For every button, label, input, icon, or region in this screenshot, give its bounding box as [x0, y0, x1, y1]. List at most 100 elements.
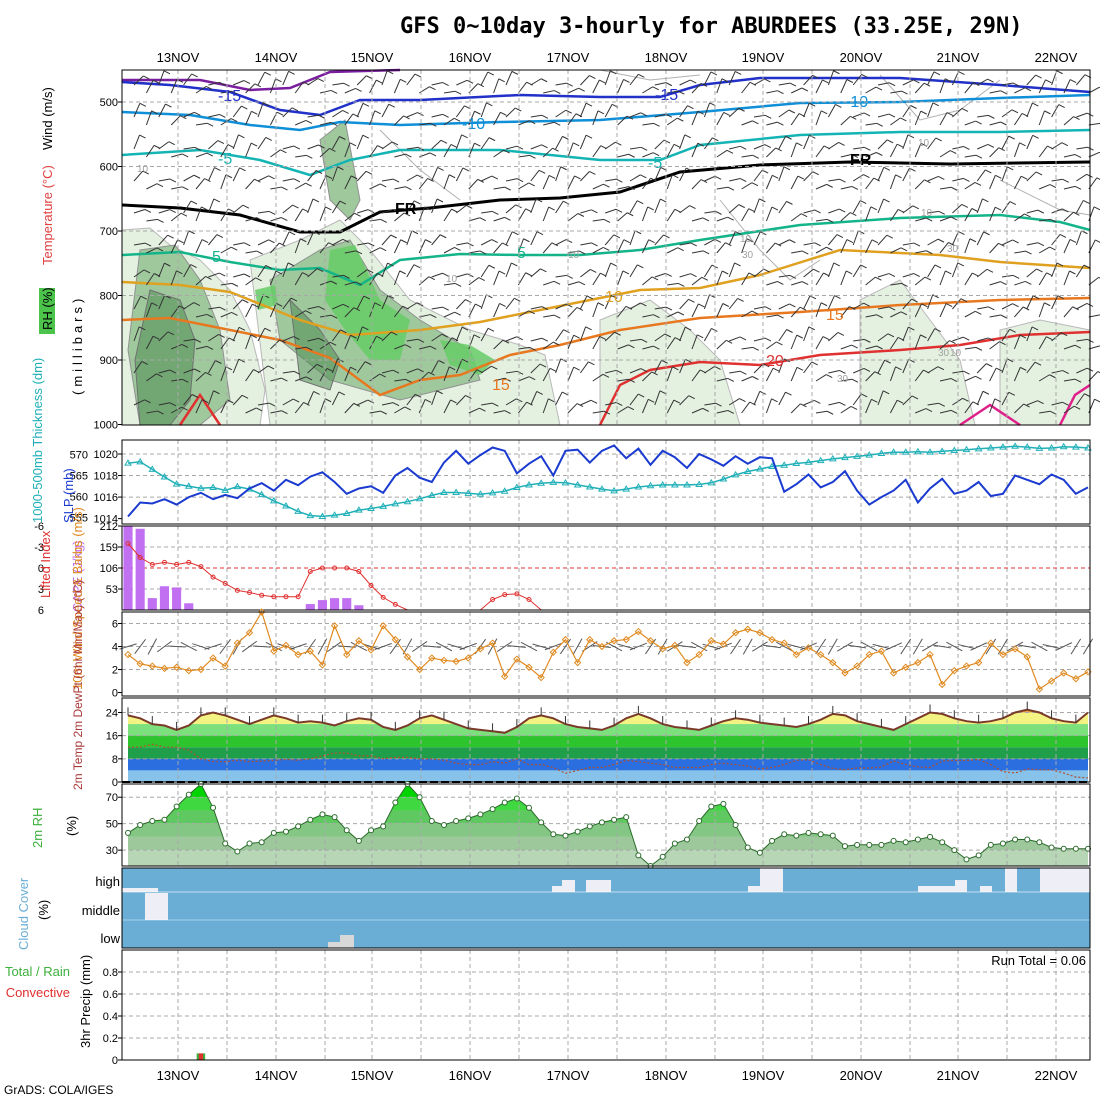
wind-barb-flag: [477, 83, 485, 88]
wind-barb-flag: [861, 74, 868, 78]
wind-barb-flag: [871, 398, 878, 403]
wind-barb-staff: [419, 345, 431, 350]
wind-barb-staff: [319, 242, 329, 254]
wind-barb-flag: [740, 370, 747, 375]
wind-barb-flag: [466, 79, 474, 84]
wind-barb-staff: [679, 273, 691, 278]
rh2m-label: 2m RH: [30, 808, 45, 848]
wind-barb-staff: [294, 238, 301, 254]
wind-barb-staff: [790, 213, 802, 222]
contour-label: 10: [740, 234, 752, 245]
wind-barb-staff: [964, 272, 973, 286]
wind-barb-staff: [530, 114, 543, 118]
wind-barb-staff: [505, 370, 518, 374]
wind-barb-staff: [989, 90, 1001, 94]
wind-barb-flag: [1037, 209, 1045, 214]
wind-barb-staff: [1088, 86, 1100, 94]
wind-barb-staff: [530, 78, 542, 86]
wind-barb-flag: [1012, 239, 1019, 244]
wind-barb-flag: [994, 398, 1001, 403]
wind-barb-flag: [628, 344, 635, 349]
wind-barb-flag: [701, 276, 709, 281]
wind-barb-staff: [1038, 246, 1050, 254]
wind-barb-flag: [265, 264, 272, 269]
wind-barb-flag: [218, 334, 225, 338]
wind-barb: [389, 638, 401, 655]
wind-barb-staff: [629, 302, 641, 310]
wind-barb-flag: [355, 281, 363, 286]
wind-barb-staff: [1051, 104, 1060, 118]
wind-barb-staff: [1063, 378, 1076, 382]
wind-point: [719, 640, 728, 648]
thickness-point: [670, 480, 679, 488]
wind-barb-flag: [697, 110, 704, 115]
rh-point: [368, 827, 375, 834]
rh-point: [805, 829, 812, 836]
wind-barb-flag: [715, 402, 722, 407]
wind-barb-staff: [741, 272, 750, 286]
wind-barb-staff: [604, 70, 611, 86]
wind-barb-staff: [344, 307, 355, 318]
wind-barb-flag: [293, 178, 301, 183]
wind-barb-staff: [1001, 274, 1014, 278]
y-tick-label: 700: [100, 226, 118, 238]
wind-barb-staff: [505, 336, 517, 342]
wind-barb-staff: [480, 294, 487, 310]
wind-barb-staff: [629, 112, 641, 118]
wind-barb-staff: [518, 120, 530, 126]
wind-barb-staff: [927, 264, 936, 278]
wind-barb-flag: [268, 239, 275, 244]
wind-barb-staff: [270, 410, 282, 414]
wind-barb-flag: [1095, 239, 1100, 243]
wind-barb-staff: [617, 115, 628, 126]
cloud-panel: high middle low Cloud Cover (%): [16, 867, 1091, 950]
wind-point: [853, 662, 861, 670]
wind-barb-flag: [430, 314, 437, 319]
contour-label: 30: [837, 374, 849, 385]
wind-barb-flag: [440, 139, 448, 144]
wind-barb-flag: [901, 90, 908, 95]
wind-barb-flag: [194, 338, 201, 343]
rh-point: [489, 806, 496, 813]
wind-barb-staff: [431, 113, 443, 118]
wind-barb-flag: [563, 329, 570, 334]
wind-barb-staff: [245, 111, 252, 126]
wind-barb-staff: [295, 154, 307, 158]
wind-barb-staff: [840, 306, 850, 318]
wind-barb-flag: [1012, 82, 1020, 87]
wind-barb-flag: [454, 246, 461, 251]
wind-barb-staff: [555, 200, 564, 214]
wind-barb-flag: [511, 70, 519, 75]
wind-barb-staff: [604, 234, 615, 246]
wind-point: [902, 663, 910, 671]
wind-barb-flag: [1000, 90, 1007, 95]
wind-barb-staff: [1051, 262, 1058, 278]
li-tick-label: 6: [38, 605, 44, 617]
rh-point: [659, 853, 666, 860]
wind-barb: [496, 641, 513, 652]
rh-point: [562, 832, 569, 839]
wind-barb-staff: [146, 218, 158, 222]
wind-barb-flag: [982, 390, 990, 395]
rh-point: [635, 852, 642, 859]
wind-barb-staff: [642, 86, 653, 94]
li-point: [344, 565, 350, 571]
wind-barb-flag: [839, 178, 846, 183]
rh-point: [210, 804, 217, 811]
wind-barb-staff: [803, 135, 810, 150]
y-tick-label: 50: [106, 819, 118, 831]
wind-barb-staff: [890, 311, 902, 318]
wind-barb-flag: [663, 139, 671, 144]
wind-barb-flag: [882, 390, 890, 395]
wind-barb-flag: [566, 303, 573, 308]
wind-barb-flag: [515, 107, 522, 112]
wind-barb-flag: [265, 137, 272, 141]
li-point: [490, 597, 496, 602]
wind-point: [841, 669, 849, 677]
wind-barb-staff: [989, 175, 996, 190]
wind-barb-flag: [700, 82, 708, 87]
wind-barb-flag: [945, 270, 952, 275]
wind-barb-flag: [355, 87, 362, 92]
